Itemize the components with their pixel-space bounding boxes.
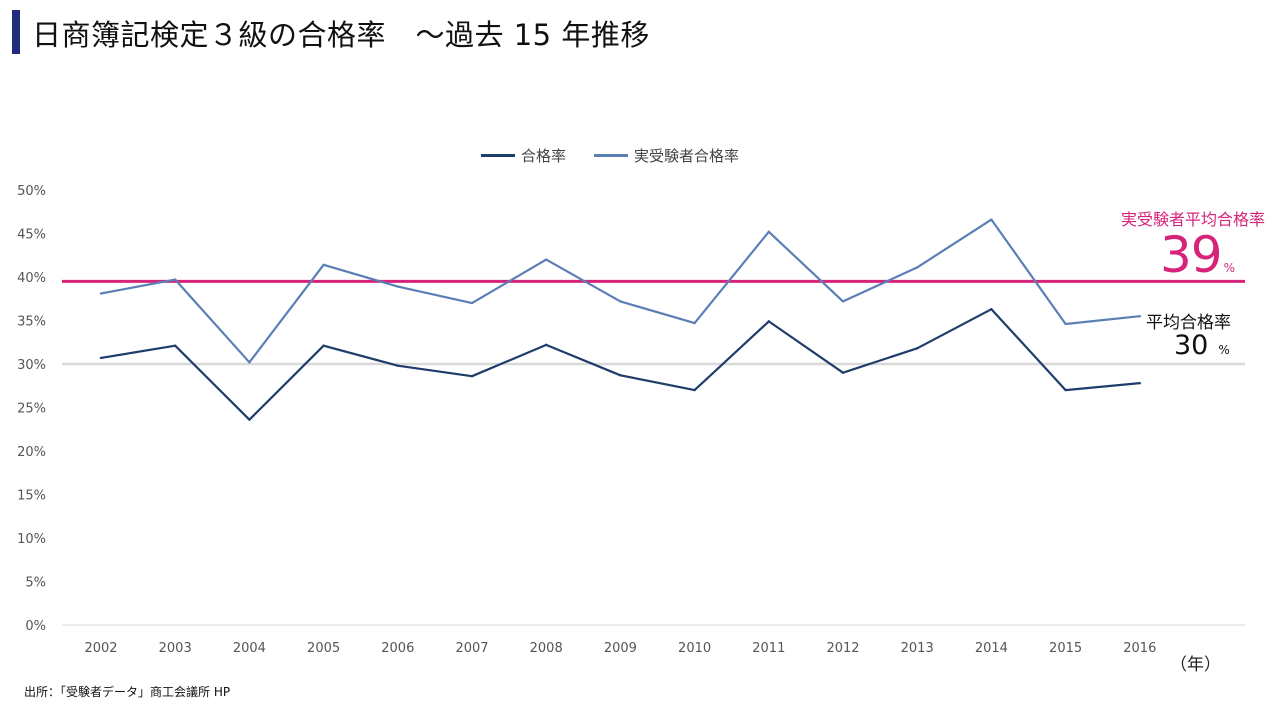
legend-item-actual: 実受験者合格率 <box>594 145 739 166</box>
series-point-actual <box>693 321 696 325</box>
series-line-actual <box>100 218 1140 364</box>
series-point-actual <box>1138 314 1142 318</box>
pass-average-unit: % <box>1218 343 1230 357</box>
series-point-actual <box>990 218 993 221</box>
pass-average-number: 30 <box>1174 330 1209 361</box>
x-tick-label: 2005 <box>307 641 340 656</box>
x-tick-label: 2007 <box>455 641 488 656</box>
x-tick-label: 2004 <box>233 641 266 656</box>
x-tick-label: 2011 <box>752 641 785 656</box>
series-point-actual <box>470 301 474 305</box>
actual-average-number: 39 <box>1160 226 1223 284</box>
series-point-actual <box>396 285 399 288</box>
series-point-pass <box>841 371 845 374</box>
x-tick-label: 2008 <box>530 641 563 656</box>
actual-average-label: 実受験者平均合格率 <box>1120 210 1265 229</box>
title-accent-bar <box>12 10 20 54</box>
x-tick-label: 2016 <box>1123 641 1156 656</box>
legend-item-pass: 合格率 <box>480 145 566 166</box>
series-point-actual <box>99 292 103 295</box>
y-tick-label: 15% <box>17 489 46 504</box>
actual-average-value: 39% <box>1160 226 1235 284</box>
pass-average-label: 平均合格率 <box>1146 313 1231 333</box>
y-tick-label: 10% <box>17 532 46 547</box>
series-point-actual <box>619 300 622 303</box>
y-tick-label: 45% <box>17 228 46 243</box>
series-point-pass <box>322 344 325 347</box>
series-point-pass <box>1064 388 1067 392</box>
x-tick-label: 2015 <box>1049 641 1082 656</box>
y-tick-label: 40% <box>17 271 46 286</box>
series-point-pass <box>1138 381 1142 385</box>
series-point-pass <box>470 374 474 378</box>
y-tick-label: 0% <box>25 619 46 634</box>
y-tick-label: 25% <box>17 402 46 417</box>
series-point-actual <box>1064 322 1067 326</box>
series-point-pass <box>99 356 103 360</box>
series-point-actual <box>248 361 251 364</box>
x-tick-label: 2009 <box>604 641 637 656</box>
x-tick-label: 2012 <box>826 641 859 656</box>
y-tick-label: 50% <box>17 184 46 199</box>
x-tick-label: 2006 <box>381 641 414 656</box>
x-axis-unit-label: （年） <box>1170 655 1221 675</box>
series-point-pass <box>248 418 251 421</box>
chart-legend: 合格率 実受験者合格率 <box>0 145 1280 166</box>
series-point-actual <box>916 266 919 269</box>
series-point-actual <box>322 263 325 267</box>
actual-average-unit: % <box>1223 261 1236 275</box>
legend-swatch-actual <box>594 154 628 157</box>
series-point-pass <box>693 388 696 392</box>
y-tick-label: 20% <box>17 445 46 460</box>
x-tick-label: 2010 <box>678 641 711 656</box>
series-point-pass <box>545 343 548 347</box>
series-point-actual <box>174 278 177 281</box>
series-point-actual <box>841 300 845 303</box>
source-note: 出所：「受験者データ」商工会議所 HP <box>24 685 231 699</box>
x-tick-label: 2013 <box>901 641 934 656</box>
legend-label-pass: 合格率 <box>520 147 566 165</box>
y-tick-label: 35% <box>17 315 46 330</box>
legend-label-actual: 実受験者合格率 <box>634 147 740 165</box>
series-point-actual <box>545 258 548 261</box>
series-point-pass <box>396 364 399 367</box>
y-tick-label: 5% <box>25 576 46 591</box>
x-tick-label: 2014 <box>975 641 1008 656</box>
x-tick-label: 2003 <box>159 641 192 656</box>
series-point-actual <box>767 230 770 233</box>
y-tick-label: 30% <box>17 358 46 373</box>
page-title: 日商簿記検定３級の合格率 ～過去 15 年推移 <box>32 18 650 52</box>
pass-average-value: 30% <box>1174 330 1230 361</box>
series-point-pass <box>174 344 177 347</box>
series-point-pass <box>990 307 993 311</box>
legend-swatch-pass <box>480 154 515 157</box>
series-point-pass <box>767 320 770 323</box>
x-tick-label: 2002 <box>84 641 117 656</box>
series-point-pass <box>916 347 919 350</box>
series-point-pass <box>619 374 622 377</box>
